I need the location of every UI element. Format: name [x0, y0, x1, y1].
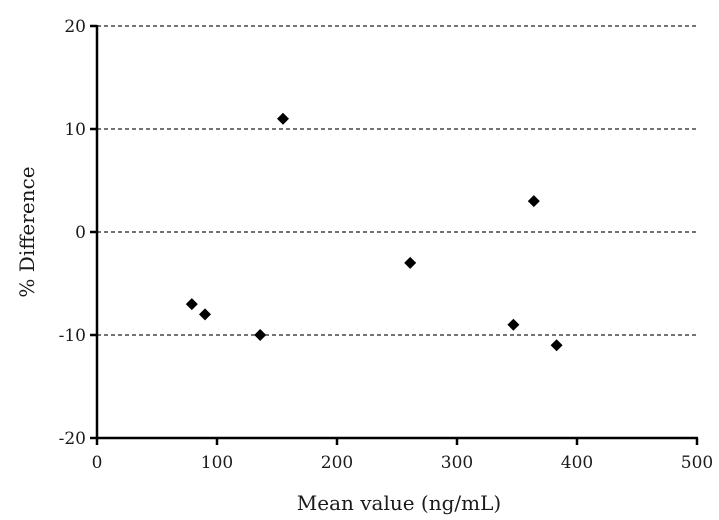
grid-lines: [97, 25, 697, 336]
x-tick-label-4: 400: [561, 453, 593, 473]
axes: [95, 25, 698, 440]
data-point-0-2: [254, 329, 267, 341]
x-tick-label-5: 500: [681, 453, 713, 473]
x-tick-label-3: 300: [441, 453, 473, 473]
y-tick-label-3: -10: [59, 326, 86, 346]
data-point-0-6: [527, 195, 540, 208]
y-axis-title: % Difference: [15, 166, 39, 297]
x-tick-label-2: 200: [321, 453, 353, 473]
x-axis-title: Mean value (ng/mL): [297, 491, 501, 515]
y-tick-label-2: 0: [75, 223, 86, 243]
data-point-0-1: [199, 308, 211, 321]
data-point-0-7: [550, 339, 563, 352]
x-tick-label-0: 0: [92, 453, 103, 473]
data-point-0-5: [507, 318, 520, 331]
axis-ticks: [90, 24, 699, 445]
y-tick-label-1: 10: [64, 120, 86, 140]
y-tick-label-4: -20: [59, 429, 86, 449]
data-point-0-4: [404, 256, 417, 269]
x-tick-label-1: 100: [201, 453, 233, 473]
data-points: [185, 112, 563, 352]
data-point-0-0: [185, 298, 198, 311]
data-point-0-3: [277, 112, 289, 125]
y-tick-label-0: 20: [64, 17, 86, 37]
